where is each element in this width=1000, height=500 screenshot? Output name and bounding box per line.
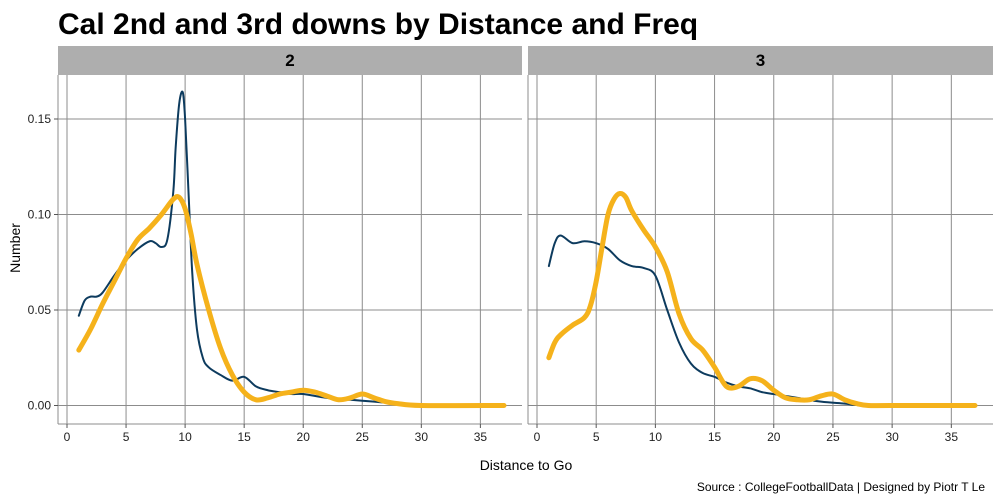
facet-panel-2: 20 5 10 15 20 25 30 350.000.050.100.15	[28, 46, 522, 444]
x-tick-label: 35	[474, 430, 488, 444]
x-tick-label: 5	[123, 430, 130, 444]
x-tick-label: 15	[708, 430, 722, 444]
x-tick-label: 10	[649, 430, 663, 444]
series-line-thick	[76, 193, 507, 409]
facet-strip	[58, 46, 522, 75]
chart-title: Cal 2nd and 3rd downs by Distance and Fr…	[58, 8, 698, 41]
y-tick-label: 0.10	[28, 208, 52, 222]
source-caption: Source : CollegeFootballData | Designed …	[697, 480, 985, 494]
x-tick-label: 10	[178, 430, 192, 444]
x-tick-label: 25	[356, 430, 370, 444]
y-tick-label: 0.00	[28, 399, 52, 413]
x-tick-label: 20	[767, 430, 781, 444]
x-tick-label: 0	[64, 430, 71, 444]
series-line-thin	[77, 90, 505, 407]
facet-strip	[528, 46, 993, 75]
x-tick-label: 35	[945, 430, 959, 444]
x-tick-label: 20	[297, 430, 311, 444]
x-tick-label: 25	[826, 430, 840, 444]
x-tick-label: 5	[593, 430, 600, 444]
x-tick-label: 30	[885, 430, 899, 444]
x-tick-label: 15	[237, 430, 251, 444]
x-tick-label: 30	[415, 430, 429, 444]
x-axis-title: Distance to Go	[480, 457, 573, 473]
y-tick-label: 0.15	[28, 112, 52, 126]
facet-panel-3: 30 5 10 15 20 25 30 35	[527, 46, 993, 444]
y-tick-label: 0.05	[28, 303, 52, 317]
x-tick-label: 0	[534, 430, 541, 444]
series-line-thick	[546, 190, 978, 409]
y-axis-title: Number	[7, 223, 23, 273]
facet-strip-label: 2	[285, 51, 294, 70]
facet-strip-label: 3	[756, 51, 765, 70]
